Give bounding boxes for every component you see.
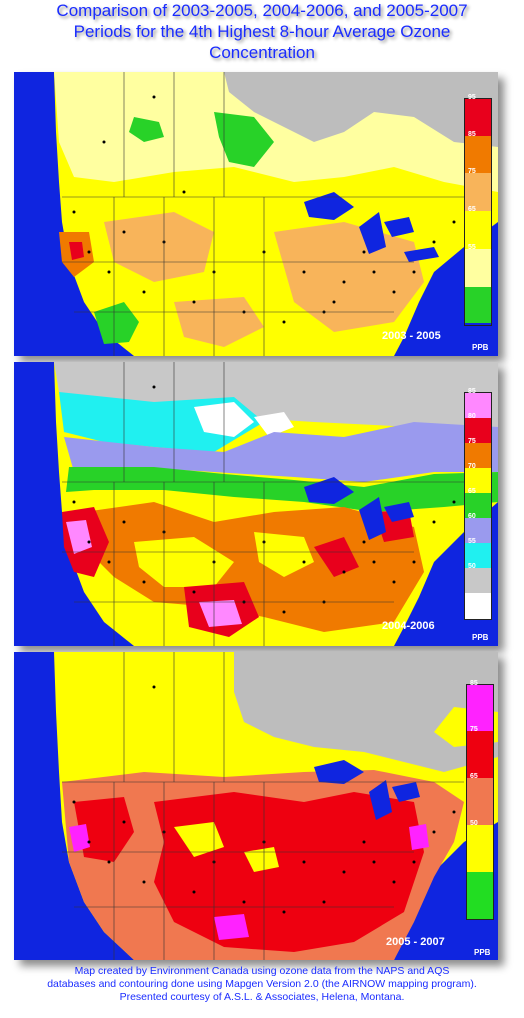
- legend-swatch: 75: [465, 438, 491, 468]
- legend-swatch: [465, 593, 491, 619]
- legend-tick-label: 85: [468, 131, 476, 138]
- legend-tick-label: 95: [468, 94, 476, 101]
- legend-swatch: 55: [465, 538, 491, 568]
- legend-tick-label: 75: [470, 726, 478, 733]
- legend-tick-label: 75: [468, 438, 476, 445]
- unit-label: PPB: [472, 343, 489, 352]
- footer-line-2: databases and contouring done using Mapg…: [47, 978, 477, 990]
- legend-tick-label: 75: [468, 168, 476, 175]
- legend-swatch: 65: [467, 773, 493, 825]
- title-line-2: Periods for the 4th Highest 8-hour Avera…: [73, 22, 451, 41]
- legend-swatch: 85: [465, 131, 491, 173]
- unit-label: PPB: [472, 633, 489, 642]
- legend-tick-label: 65: [468, 488, 476, 495]
- ozone-map-2004-2006: 85 80 75 70 65 60 55 50 2004-2006 PPB: [14, 362, 498, 646]
- footer-line-3: Presented courtesy of A.S.L. & Associate…: [119, 991, 405, 1003]
- ozone-map-2003-2005: 95 85 75 65 55 2003 - 2005 PPB: [14, 72, 498, 356]
- legend-tick-label: 55: [468, 244, 476, 251]
- legend-2005-2007: 85 75 65 50: [466, 680, 494, 920]
- legend-2004-2006: 85 80 75 70 65 60 55 50: [464, 388, 492, 620]
- legend-tick-label: 65: [468, 206, 476, 213]
- unit-label: PPB: [474, 948, 491, 957]
- legend-tick-label: 50: [468, 563, 476, 570]
- legend-swatch: 85: [467, 680, 493, 731]
- legend-swatch: 50: [467, 820, 493, 872]
- map-graphic: [14, 72, 498, 356]
- legend-swatch: 70: [465, 463, 491, 493]
- legend-2003-2005: 95 85 75 65 55: [464, 94, 492, 326]
- legend-tick-label: 55: [468, 538, 476, 545]
- legend-tick-label: 80: [468, 413, 476, 420]
- legend-swatch: 75: [467, 726, 493, 778]
- legend-swatch: 95: [465, 94, 491, 136]
- legend-swatch: [467, 872, 493, 919]
- map-graphic: [14, 652, 498, 960]
- legend-tick-label: 60: [468, 513, 476, 520]
- footer-credits: Map created by Environment Canada using …: [0, 965, 524, 1004]
- legend-tick-label: 85: [468, 388, 476, 395]
- legend-swatch: 80: [465, 413, 491, 443]
- legend-swatch: 50: [465, 563, 491, 593]
- legend-swatch: 65: [465, 488, 491, 518]
- page-title: Comparison of 2003-2005, 2004-2006, and …: [0, 0, 524, 63]
- legend-tick-label: 85: [470, 680, 478, 687]
- legend-swatch: 85: [465, 388, 491, 418]
- footer-line-1: Map created by Environment Canada using …: [74, 965, 450, 977]
- period-label: 2005 - 2007: [386, 936, 445, 948]
- legend-swatch: 60: [465, 513, 491, 543]
- legend-swatch: 65: [465, 206, 491, 249]
- legend-swatch: [465, 287, 491, 323]
- period-label: 2003 - 2005: [382, 330, 441, 342]
- period-label: 2004-2006: [382, 620, 435, 632]
- legend-tick-label: 65: [470, 773, 478, 780]
- legend-swatch: 55: [465, 244, 491, 287]
- legend-tick-label: 70: [468, 463, 476, 470]
- title-line-3: Concentration: [209, 43, 315, 62]
- title-line-1: Comparison of 2003-2005, 2004-2006, and …: [56, 1, 468, 20]
- map-graphic: [14, 362, 498, 646]
- legend-tick-label: 50: [470, 820, 478, 827]
- legend-swatch: 75: [465, 168, 491, 211]
- ozone-map-2005-2007: 85 75 65 50 2005 - 2007 PPB: [14, 652, 498, 960]
